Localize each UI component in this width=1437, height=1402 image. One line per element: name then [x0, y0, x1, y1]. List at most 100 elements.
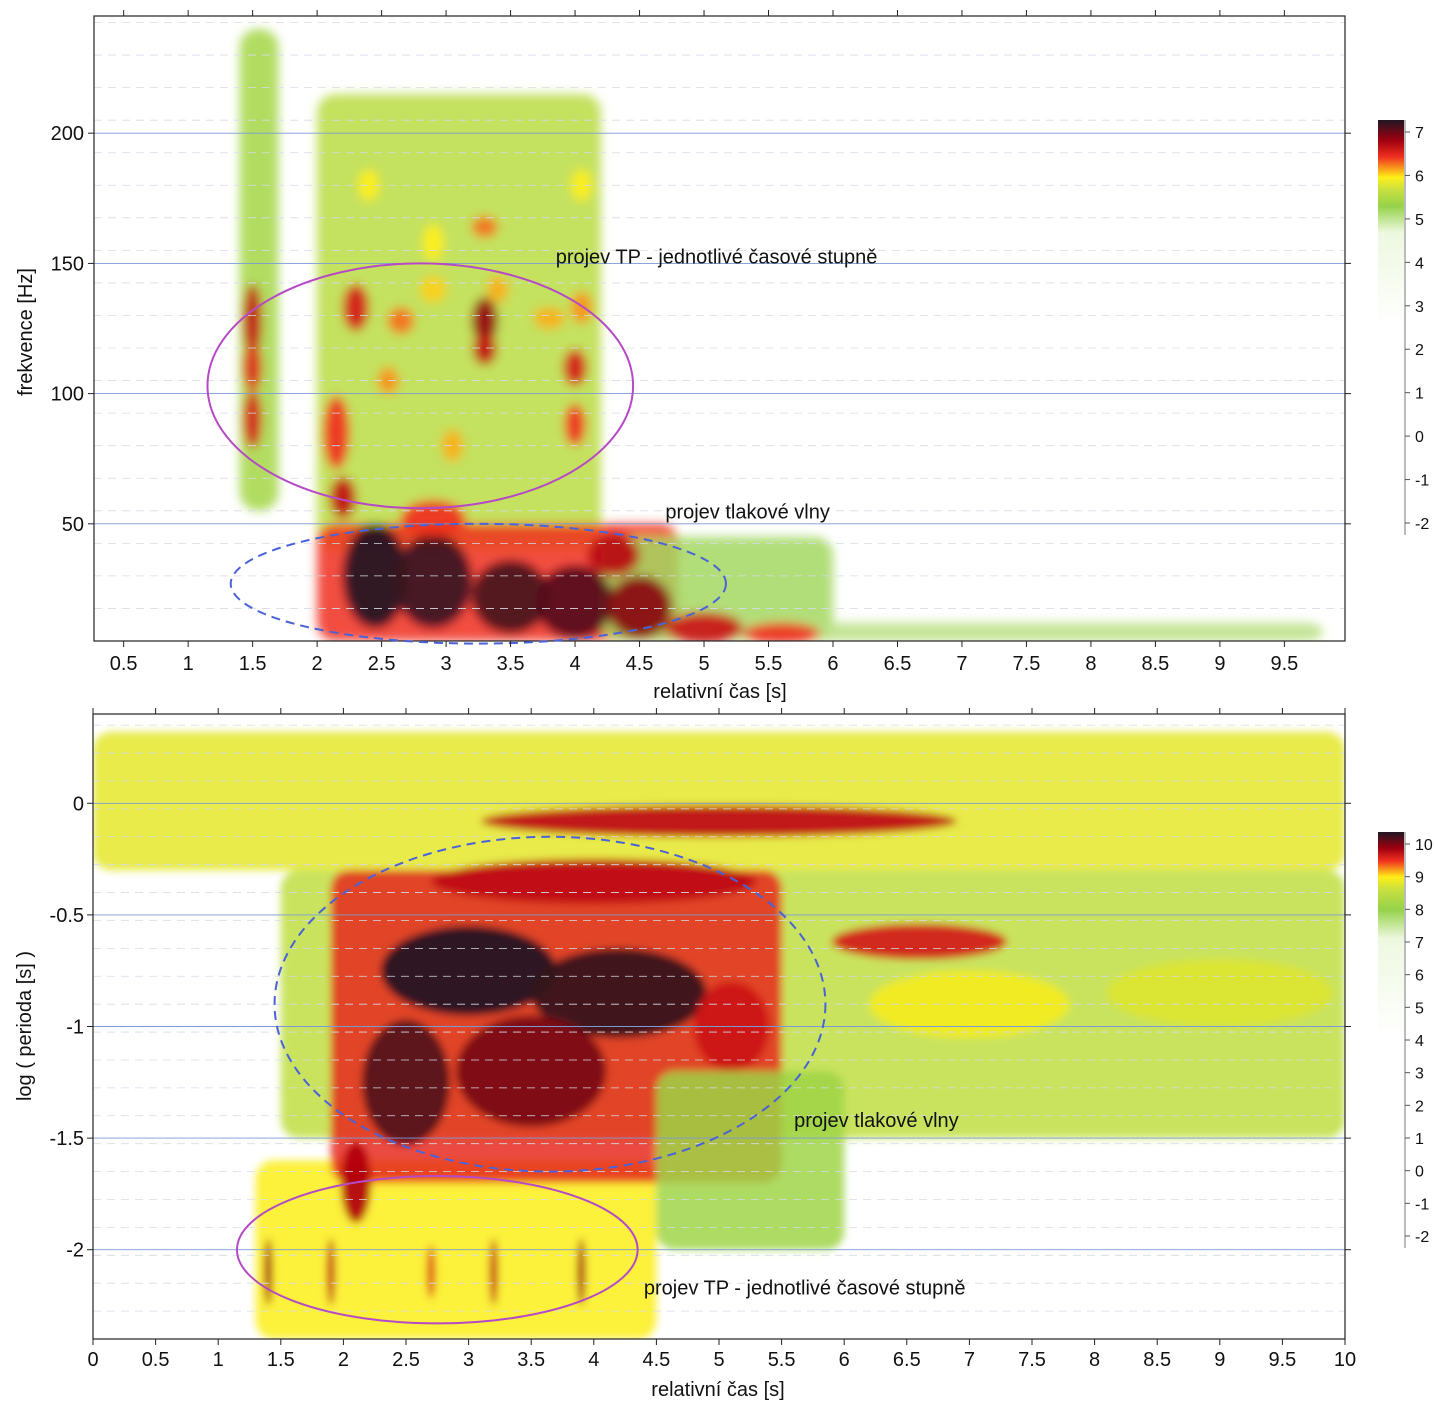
heat-band — [317, 94, 601, 550]
heat-blob — [358, 169, 380, 201]
heat-blob — [1107, 959, 1333, 1027]
x-tick-label: 8.5 — [1142, 653, 1170, 675]
x-tick-label: 0 — [87, 1349, 98, 1371]
x-tick-label: 10 — [1334, 1349, 1356, 1371]
x-tick-label: 0.5 — [110, 653, 138, 675]
y-axis-ticks: 0 -0.5 -1 -1.5 -2 — [50, 793, 1351, 1262]
x-tick-label: 7 — [956, 653, 967, 675]
y-tick-label: -1.5 — [50, 1128, 84, 1150]
colorbar-tick-label: 4 — [1415, 255, 1424, 272]
annotation-ellipse-dashed — [273, 835, 827, 1173]
heat-band — [239, 29, 279, 511]
annotation-label: projev TP - jednotlivé časové stupně — [644, 1277, 966, 1299]
colorbar-tick-label: 5 — [1415, 212, 1424, 229]
heat-blob — [400, 500, 466, 537]
heat-blob — [473, 333, 497, 365]
x-tick-label: 5.5 — [755, 653, 783, 675]
x-tick-label: 7.5 — [1013, 653, 1041, 675]
y-tick-label: 0 — [73, 793, 84, 815]
colorbar-gradient — [1378, 832, 1404, 1037]
x-tick-label: 5.5 — [768, 1349, 796, 1371]
x-tick-label: 1 — [183, 653, 194, 675]
heat-blob — [564, 404, 586, 446]
plot-frame — [93, 15, 1346, 642]
x-tick-label: 9.5 — [1270, 653, 1298, 675]
heat-blob — [243, 284, 262, 358]
heat-blob — [456, 1015, 607, 1127]
x-tick-label: 9 — [1214, 653, 1225, 675]
heat-blob — [388, 307, 414, 334]
heat-blob — [422, 224, 444, 261]
x-tick-label: 6.5 — [884, 653, 912, 675]
x-axis-ticks: 0.5 1 1.5 2 2.5 3 3.5 4 4.5 5 5.5 6 6.5 7 7.5 8 8.5 9 9.5 — [110, 10, 1298, 675]
heat-blob — [243, 391, 262, 449]
x-tick-label: 0.5 — [142, 1349, 170, 1371]
colorbar-tick-label: 3 — [1415, 299, 1424, 316]
colorbar-tick-label: 3 — [1415, 1066, 1424, 1083]
heat-blob — [533, 307, 565, 329]
annotation-label: projev tlakové vlny — [665, 502, 830, 524]
annotations: projev tlakové vlny projev TP - jednotliv… — [235, 835, 966, 1325]
x-tick-label: 4.5 — [626, 653, 654, 675]
colorbar-tick-label: 8 — [1415, 902, 1424, 919]
y-tick-label: 150 — [51, 253, 84, 275]
colorbar-tick-label: 1 — [1415, 386, 1424, 403]
colorbar-tick-label: 7 — [1415, 935, 1424, 952]
heat-blob — [323, 396, 350, 470]
y-axis-label: log ( perioda [s] ) — [14, 951, 36, 1101]
x-tick-label: 8.5 — [1143, 1349, 1171, 1371]
heat-band — [704, 622, 1324, 641]
x-tick-label: 8 — [1089, 1349, 1100, 1371]
colorbar-tick-label: 1 — [1415, 1131, 1424, 1148]
x-tick-label: 3 — [463, 1349, 474, 1371]
x-tick-label: 9.5 — [1268, 1349, 1296, 1371]
colorbar-tick-label: 7 — [1415, 125, 1424, 142]
colorbar-tick-label: 6 — [1415, 968, 1424, 985]
heat-blob — [471, 216, 498, 238]
heat-blob — [431, 859, 757, 904]
annotation-label: projev TP - jednotlivé časové stupně — [556, 246, 878, 268]
annotation-ellipse-solid — [235, 1175, 639, 1325]
y-tick-label: -2 — [66, 1240, 84, 1262]
heat-blob — [481, 805, 957, 837]
heat-blob — [471, 297, 498, 345]
colorbar-tick-label: -2 — [1415, 1229, 1429, 1246]
y-tick-label: 200 — [51, 123, 84, 145]
colorbar-tick-label: 0 — [1415, 429, 1424, 446]
heat-blob — [607, 575, 672, 639]
heat-blob — [571, 169, 592, 201]
colorbar-gradient — [1378, 120, 1404, 325]
heat-blob — [536, 565, 614, 639]
heat-blob — [326, 1238, 335, 1306]
colorbar-tick-label: -1 — [1415, 473, 1429, 490]
annotations: projev TP - jednotlivé časové stupně proj… — [206, 246, 878, 645]
x-axis-label: relativní čas [s] — [651, 1379, 784, 1401]
heat-blob — [742, 622, 821, 641]
x-tick-label: 3.5 — [497, 653, 525, 675]
colorbar-tick-label: 4 — [1415, 1033, 1424, 1050]
heat-blob — [394, 534, 472, 628]
x-tick-label: 3.5 — [517, 1349, 545, 1371]
heat-blob — [362, 1019, 450, 1145]
heat-blob — [380, 926, 557, 1016]
heat-band — [93, 731, 1345, 871]
x-tick-label: 6 — [839, 1349, 850, 1371]
heat-blob — [831, 923, 1007, 960]
x-tick-label: 1 — [213, 1349, 224, 1371]
x-tick-label: 1.5 — [239, 653, 267, 675]
heat-blob — [577, 1238, 586, 1306]
x-tick-label: 4.5 — [642, 1349, 670, 1371]
x-tick-label: 1.5 — [267, 1349, 295, 1371]
chart-period-wavelet: projev tlakové vlny projev TP - jednotliv… — [14, 708, 1433, 1401]
heat-blob — [571, 292, 592, 324]
colorbar-ticks: 7 6 5 4 3 2 1 0 -1 -2 — [1405, 125, 1429, 533]
x-axis-label: relativní čas [s] — [653, 681, 786, 703]
x-tick-label: 2 — [312, 653, 323, 675]
heat-blob — [427, 1245, 436, 1299]
y-axis-ticks: 50 100 150 200 — [51, 123, 1351, 536]
spectrogram-heat — [239, 29, 1324, 641]
x-tick-label: 6.5 — [893, 1349, 921, 1371]
heat-blob — [563, 349, 587, 386]
y-tick-label: -0.5 — [50, 905, 84, 927]
